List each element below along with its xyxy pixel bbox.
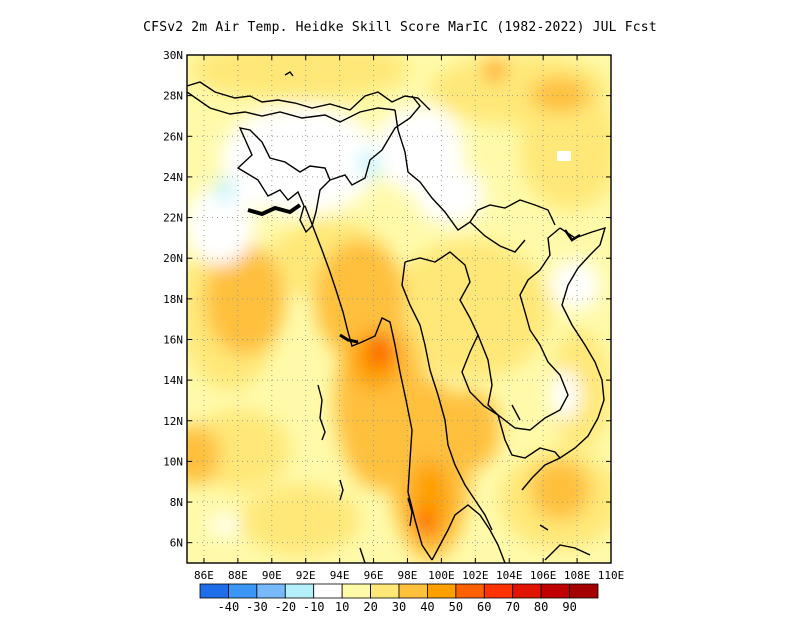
lon-tick-label: 104E bbox=[496, 569, 523, 582]
color-bar-label: 80 bbox=[534, 600, 548, 614]
color-bar-label: -30 bbox=[246, 600, 268, 614]
lat-lon-gridlines bbox=[187, 55, 611, 563]
color-bar-label: 10 bbox=[335, 600, 349, 614]
lon-tick-label: 106E bbox=[530, 569, 557, 582]
lat-tick-label: 16N bbox=[163, 333, 183, 346]
lat-tick-label: 6N bbox=[170, 537, 183, 550]
lat-tick-label: 10N bbox=[163, 455, 183, 468]
color-bar-swatch bbox=[370, 583, 400, 599]
color-bar-label: -10 bbox=[303, 600, 325, 614]
lat-tick-label: 12N bbox=[163, 415, 183, 428]
color-bar-swatch bbox=[256, 583, 286, 599]
coastlines-borders bbox=[187, 71, 607, 563]
score-field bbox=[187, 55, 611, 563]
lat-tick-label: 30N bbox=[163, 49, 183, 62]
lon-tick-label: 90E bbox=[262, 569, 282, 582]
lat-tick-label: 28N bbox=[163, 90, 183, 103]
lat-tick-label: 18N bbox=[163, 293, 183, 306]
color-bar bbox=[199, 583, 599, 599]
color-bar-label: 50 bbox=[449, 600, 463, 614]
map-title: CFSv2 2m Air Temp. Heidke Skill Score Ma… bbox=[143, 20, 657, 35]
lon-tick-label: 88E bbox=[228, 569, 248, 582]
color-bar-swatch bbox=[455, 583, 485, 599]
color-bar-label: -20 bbox=[274, 600, 296, 614]
lat-tick-label: 22N bbox=[163, 212, 183, 225]
color-bar-swatch bbox=[341, 583, 371, 599]
color-bar-swatch bbox=[512, 583, 542, 599]
color-bar-swatch bbox=[228, 583, 258, 599]
color-bar-swatch bbox=[569, 583, 599, 599]
color-bar-swatch bbox=[284, 583, 315, 599]
lat-tick-label: 20N bbox=[163, 252, 183, 265]
lon-tick-label: 102E bbox=[462, 569, 489, 582]
lat-tick-label: 24N bbox=[163, 171, 183, 184]
lat-tick-label: 26N bbox=[163, 130, 183, 143]
color-bar-label: 70 bbox=[505, 600, 519, 614]
color-bar-swatch bbox=[398, 583, 428, 599]
color-bar-swatch bbox=[199, 583, 229, 599]
lon-tick-label: 108E bbox=[564, 569, 591, 582]
lat-tick-label: 8N bbox=[170, 496, 183, 509]
color-bar-label: -40 bbox=[218, 600, 240, 614]
color-bar-label: 30 bbox=[392, 600, 406, 614]
map-frame bbox=[186, 54, 612, 564]
lon-tick-label: 92E bbox=[296, 569, 316, 582]
lon-tick-label: 86E bbox=[194, 569, 214, 582]
color-bar-label: 40 bbox=[420, 600, 434, 614]
color-bar-swatch bbox=[427, 583, 457, 599]
color-bar-label: 90 bbox=[562, 600, 576, 614]
lon-tick-label: 94E bbox=[330, 569, 350, 582]
longitude-axis: 86E 88E 90E 92E 94E 96E 98E 100E 102E 104E 106E 108… bbox=[194, 55, 624, 582]
lon-tick-label: 96E bbox=[364, 569, 384, 582]
lat-tick-label: 14N bbox=[163, 374, 183, 387]
color-bar-labels: -40 -30 -20 -10 10 20 30 40 50 60 70 80 90 bbox=[218, 600, 577, 614]
color-bar-swatch bbox=[540, 583, 570, 599]
lon-tick-label: 100E bbox=[428, 569, 455, 582]
lon-tick-label: 98E bbox=[398, 569, 418, 582]
lon-tick-label: 110E bbox=[598, 569, 625, 582]
color-bar-label: 60 bbox=[477, 600, 491, 614]
latitude-axis: 30N 28N 26N 24N 22N 20N 18N 16N 14N 12N 10N 8N 6N bbox=[163, 49, 611, 550]
color-bar-label: 20 bbox=[363, 600, 377, 614]
color-bar-swatch bbox=[483, 583, 514, 599]
color-bar-swatch bbox=[313, 583, 343, 599]
